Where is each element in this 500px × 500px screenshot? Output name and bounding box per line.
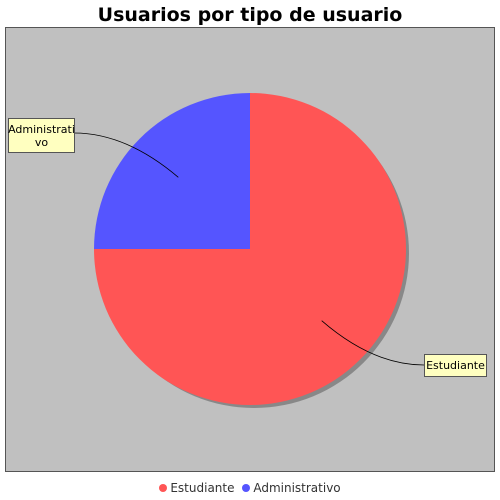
chart-title: Usuarios por tipo de usuario [97, 4, 403, 26]
legend-label-administrativo: Administrativo [253, 481, 341, 495]
leader-line-administrativo [73, 132, 179, 178]
slice-label-estudiante-line-1: Estudiante [426, 359, 485, 372]
slice-label-box-estudiante [424, 354, 487, 377]
legend-label-estudiante: Estudiante [170, 481, 235, 495]
legend-dot-estudiante [159, 484, 168, 492]
slice-label-box-administrativo [8, 118, 75, 153]
leader-line-estudiante [321, 320, 425, 366]
chart-legend: Estudiante Administrativo [0, 480, 500, 496]
slice-label-administrativo-line-2: vo [35, 136, 49, 149]
legend-item-estudiante: Estudiante [159, 480, 235, 496]
legend-item-administrativo: Administrativo [242, 480, 341, 496]
legend-dot-administrativo [242, 484, 251, 492]
slice-label-administrativo-line-1: Administrati [8, 123, 75, 136]
pie-slice-administrativo [94, 93, 250, 249]
pie-chart: Estudiante Administrativo [5, 27, 495, 472]
